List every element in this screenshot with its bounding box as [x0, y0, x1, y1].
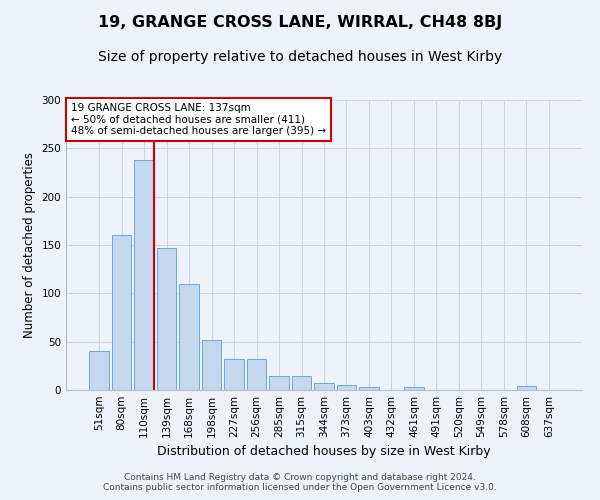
Bar — [89, 352, 109, 390]
Bar — [337, 385, 356, 390]
Bar — [202, 340, 221, 390]
Bar — [517, 386, 536, 390]
Bar — [112, 236, 131, 390]
Text: Size of property relative to detached houses in West Kirby: Size of property relative to detached ho… — [98, 50, 502, 64]
Text: 19, GRANGE CROSS LANE, WIRRAL, CH48 8BJ: 19, GRANGE CROSS LANE, WIRRAL, CH48 8BJ — [98, 15, 502, 30]
Bar — [247, 359, 266, 390]
Bar — [314, 383, 334, 390]
Y-axis label: Number of detached properties: Number of detached properties — [23, 152, 36, 338]
Bar — [157, 248, 176, 390]
Text: 19 GRANGE CROSS LANE: 137sqm
← 50% of detached houses are smaller (411)
48% of s: 19 GRANGE CROSS LANE: 137sqm ← 50% of de… — [71, 103, 326, 136]
Text: Contains HM Land Registry data © Crown copyright and database right 2024.
Contai: Contains HM Land Registry data © Crown c… — [103, 473, 497, 492]
Bar — [269, 376, 289, 390]
Bar — [224, 359, 244, 390]
Bar — [179, 284, 199, 390]
Bar — [404, 387, 424, 390]
Bar — [359, 387, 379, 390]
Bar — [292, 376, 311, 390]
X-axis label: Distribution of detached houses by size in West Kirby: Distribution of detached houses by size … — [157, 446, 491, 458]
Bar — [134, 160, 154, 390]
